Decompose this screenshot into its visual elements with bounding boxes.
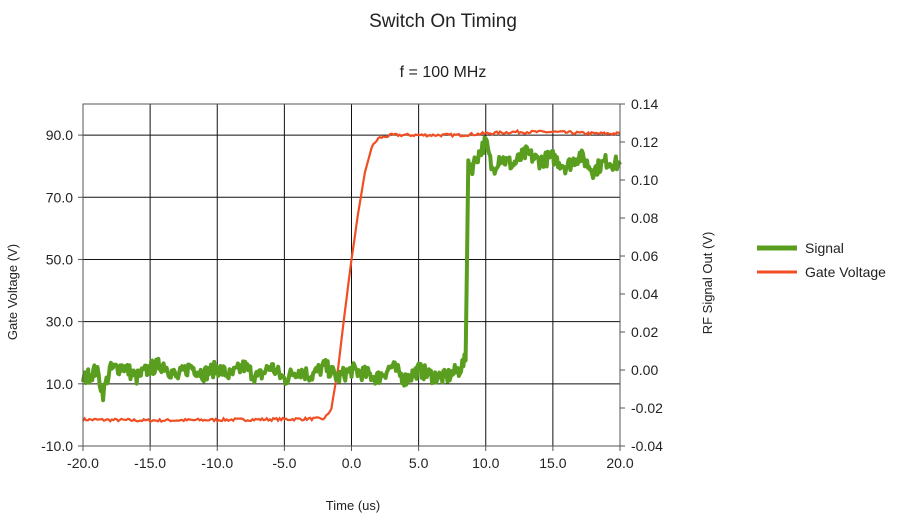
series-line-signal [81, 135, 622, 403]
y-left-tick-label: 30.0 [46, 314, 73, 330]
y-left-tick-label: 10.0 [46, 376, 73, 392]
y-left-tick-label: 90.0 [46, 127, 73, 143]
y-right-tick-label: 0.00 [631, 362, 658, 378]
y-left-tick-label: 50.0 [46, 251, 73, 267]
chart-subtitle: f = 100 MHz [400, 64, 487, 81]
chart-title: Switch On Timing [369, 11, 517, 32]
y-left-axis-ticks: -10.0 10.0 30.0 50.0 70.0 90.0 [41, 127, 83, 454]
legend: Signal Gate Voltage [757, 240, 886, 280]
y-right-tick-label: 0.10 [631, 172, 658, 188]
x-tick-label: 10.0 [472, 455, 499, 471]
y-right-tick-label: 0.14 [631, 96, 658, 112]
y-right-axis-label: RF Signal Out (V) [700, 232, 715, 335]
x-tick-label: 5.0 [409, 455, 429, 471]
grid [82, 104, 621, 447]
x-tick-label: 15.0 [539, 455, 566, 471]
y-right-tick-label: 0.08 [631, 210, 658, 226]
series-line-gate-voltage [82, 128, 621, 424]
y-left-tick-label: 70.0 [46, 189, 73, 205]
y-right-axis-ticks: -0.04 -0.02 0.00 0.02 0.04 0.06 0.08 0.10 0.12 0.… [620, 96, 663, 454]
x-tick-label: 20.0 [606, 455, 633, 471]
x-axis-label: Time (us) [326, 498, 380, 513]
x-tick-label: -15.0 [134, 455, 166, 471]
x-axis-ticks: -20.0 -15.0 -10.0 -5.0 0.0 5.0 10.0 15.0 20.0 [67, 446, 634, 471]
x-tick-label: 0.0 [342, 455, 362, 471]
y-left-axis-label: Gate Voltage (V) [5, 244, 20, 340]
x-tick-label: -20.0 [67, 455, 99, 471]
series-layer [81, 128, 622, 424]
y-right-tick-label: 0.06 [631, 248, 658, 264]
y-right-tick-label: 0.02 [631, 324, 658, 340]
y-right-tick-label: 0.04 [631, 286, 658, 302]
x-tick-label: -5.0 [272, 455, 296, 471]
y-right-tick-label: -0.04 [631, 438, 663, 454]
x-tick-label: -10.0 [201, 455, 233, 471]
y-left-tick-label: -10.0 [41, 438, 73, 454]
y-right-tick-label: -0.02 [631, 400, 663, 416]
legend-label-gate-voltage: Gate Voltage [805, 264, 886, 280]
y-right-tick-label: 0.12 [631, 134, 658, 150]
legend-label-signal: Signal [805, 240, 844, 256]
